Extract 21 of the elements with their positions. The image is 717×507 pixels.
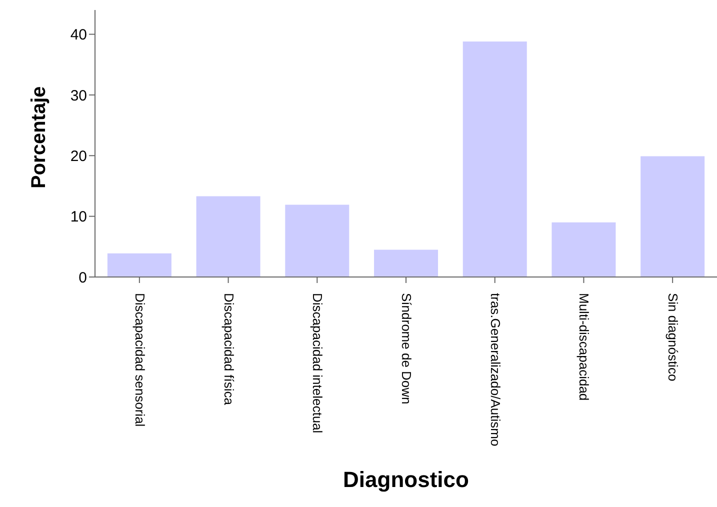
x-tick-label: Multi-discapacidad — [576, 293, 592, 401]
x-tick-label: tras.Generalizado/Autismo — [488, 293, 503, 446]
bar — [462, 42, 527, 277]
y-tick-label: 0 — [78, 269, 87, 286]
bar — [552, 222, 616, 277]
y-tick-label: 10 — [70, 208, 87, 226]
bar — [640, 156, 705, 277]
y-tick-label: 30 — [70, 87, 87, 104]
y-tick-label: 20 — [70, 148, 87, 165]
bar — [374, 250, 438, 277]
y-axis-title: Porcentaje — [28, 86, 50, 188]
x-tick-label: Sin diagnóstico — [666, 293, 681, 382]
x-axis-title: Diagnostico — [343, 467, 469, 492]
x-tick-label: Discapacidad intelectual — [310, 293, 326, 434]
bar — [285, 204, 350, 277]
x-tick-label: Discapacidad física — [221, 293, 236, 406]
y-tick-label: 40 — [70, 26, 87, 44]
bar — [107, 253, 172, 277]
x-tick-label: Síndrome de Down — [399, 293, 414, 404]
bar — [196, 196, 260, 277]
x-tick-label: Discapacidad sensorial — [132, 293, 148, 427]
